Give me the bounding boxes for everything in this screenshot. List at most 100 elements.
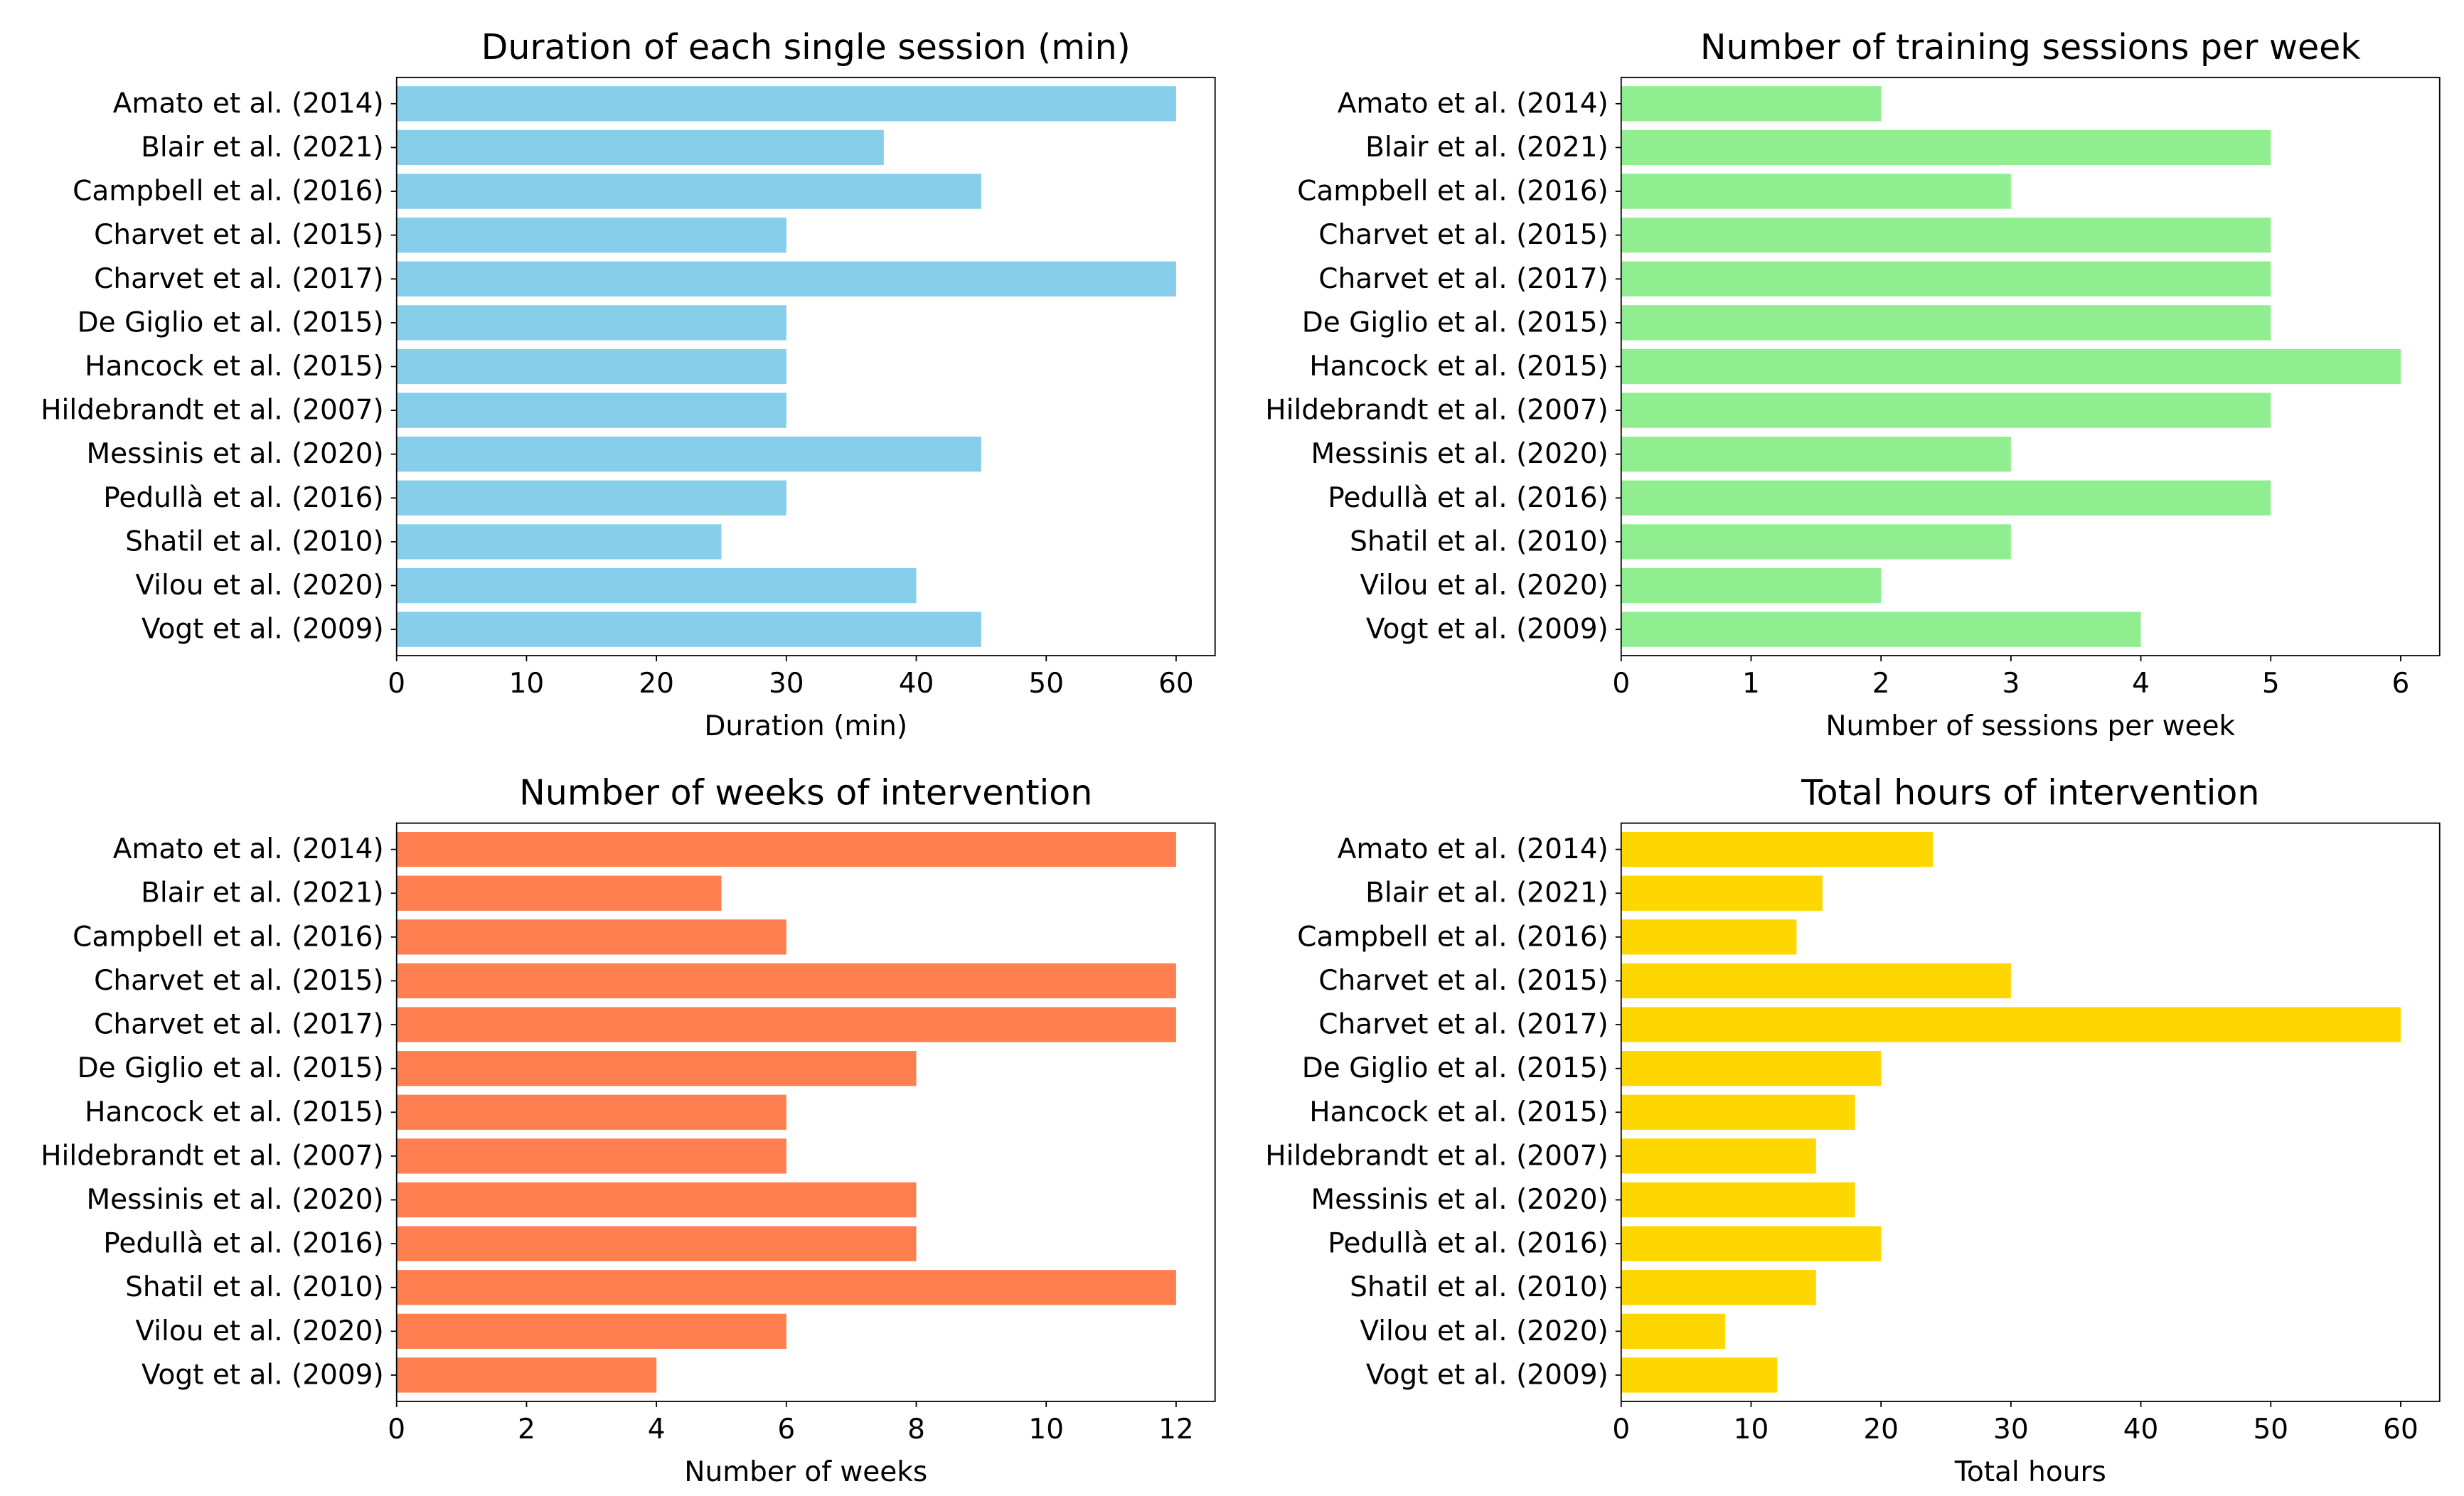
bar-amato-et-al-2014	[396, 831, 1176, 867]
y-tick-label: Vilou et al. (2020)	[1360, 570, 1608, 602]
bar-vogt-et-al-2009	[1621, 611, 2141, 647]
y-tick-label: Blair et al. (2021)	[1365, 132, 1609, 164]
y-tick-label: Messinis et al. (2020)	[86, 1184, 383, 1216]
y-tick-label: Hildebrandt et al. (2007)	[41, 1140, 384, 1172]
y-tick-label: Charvet et al. (2015)	[1318, 219, 1609, 251]
y-tick-label: Charvet et al. (2015)	[94, 965, 384, 997]
y-tick-label: Vogt et al. (2009)	[1366, 614, 1609, 646]
bar-de-giglio-et-al-2015	[396, 1051, 917, 1086]
x-tick-label: 6	[777, 1414, 795, 1446]
x-tick-label: 50	[2253, 1414, 2288, 1446]
x-tick-label: 2	[518, 1414, 535, 1446]
x-tick-label: 12	[1158, 1414, 1194, 1446]
chart-title: Number of weeks of intervention	[519, 773, 1092, 813]
bar-vilou-et-al-2020	[396, 1313, 786, 1349]
x-axis-label: Number of weeks	[684, 1456, 927, 1488]
y-tick-label: Shatil et al. (2010)	[125, 525, 384, 557]
bar-hancock-et-al-2015	[1621, 348, 2401, 385]
chart-title: Duration of each single session (min)	[481, 27, 1131, 68]
y-tick-label: Blair et al. (2021)	[141, 877, 384, 909]
y-tick-label: Pedullà et al. (2016)	[1328, 1228, 1608, 1260]
x-tick-label: 60	[1158, 668, 1194, 700]
bar-charvet-et-al-2017	[396, 261, 1176, 296]
bar-charvet-et-al-2017	[1621, 1007, 2401, 1042]
bar-hildebrandt-et-al-2007	[396, 1138, 786, 1174]
x-tick-label: 4	[648, 1414, 666, 1446]
y-tick-label: Shatil et al. (2010)	[1350, 1271, 1609, 1303]
x-tick-label: 1	[1742, 668, 1760, 700]
bar-blair-et-al-2021	[396, 875, 722, 911]
y-tick-label: Amato et al. (2014)	[1338, 87, 1609, 119]
bar-vogt-et-al-2009	[1621, 1357, 1778, 1393]
x-tick-label: 0	[1612, 1414, 1630, 1446]
x-tick-label: 2	[1872, 668, 1890, 700]
bar-amato-et-al-2014	[396, 86, 1176, 122]
bar-hancock-et-al-2015	[396, 1094, 786, 1130]
chart-title: Number of training sessions per week	[1700, 27, 2361, 68]
chart-panel-session-duration: Amato et al. (2014) Blair et al. (2021) Ca…	[41, 27, 1216, 742]
bar-messinis-et-al-2020	[1621, 1182, 1855, 1218]
bar-charvet-et-al-2017	[1621, 261, 2271, 296]
y-tick-label: Campbell et al. (2016)	[1297, 176, 1609, 208]
x-tick-label: 4	[2132, 668, 2150, 700]
x-tick-label: 10	[1734, 1414, 1769, 1446]
y-tick-label: Pedullà et al. (2016)	[103, 482, 383, 514]
bar-pedull-et-al-2016	[396, 480, 786, 515]
y-tick-label: Campbell et al. (2016)	[73, 176, 384, 208]
x-axis-label: Number of sessions per week	[1825, 710, 2235, 742]
y-tick-label: Hancock et al. (2015)	[85, 351, 384, 383]
y-tick-label: Campbell et al. (2016)	[73, 921, 384, 953]
y-tick-label: Hildebrandt et al. (2007)	[1265, 1140, 1609, 1172]
y-tick-label: Amato et al. (2014)	[1338, 833, 1609, 865]
y-tick-label: De Giglio et al. (2015)	[78, 306, 384, 338]
bar-charvet-et-al-2015	[396, 963, 1176, 999]
bar-de-giglio-et-al-2015	[1621, 1051, 1882, 1086]
bar-vogt-et-al-2009	[396, 1357, 657, 1393]
bar-de-giglio-et-al-2015	[396, 305, 786, 341]
bar-campbell-et-al-2016	[1621, 919, 1797, 955]
y-tick-label: Hildebrandt et al. (2007)	[1265, 395, 1609, 427]
y-tick-label: Blair et al. (2021)	[141, 132, 384, 164]
y-tick-label: Shatil et al. (2010)	[1350, 525, 1609, 557]
bar-vilou-et-al-2020	[1621, 567, 1882, 604]
bar-hancock-et-al-2015	[1621, 1094, 1855, 1130]
y-tick-label: Amato et al. (2014)	[113, 87, 384, 119]
bar-blair-et-al-2021	[1621, 129, 2271, 166]
bar-charvet-et-al-2015	[1621, 218, 2271, 253]
x-tick-label: 0	[388, 1414, 405, 1446]
x-tick-label: 8	[907, 1414, 925, 1446]
bar-campbell-et-al-2016	[396, 919, 786, 955]
bar-blair-et-al-2021	[1621, 875, 1823, 911]
y-tick-label: Shatil et al. (2010)	[125, 1271, 384, 1303]
bar-campbell-et-al-2016	[396, 173, 981, 209]
y-tick-label: De Giglio et al. (2015)	[78, 1052, 384, 1084]
bar-hildebrandt-et-al-2007	[1621, 392, 2271, 428]
bar-hildebrandt-et-al-2007	[396, 392, 786, 428]
bar-hancock-et-al-2015	[396, 348, 786, 385]
y-tick-label: Vilou et al. (2020)	[1360, 1315, 1608, 1347]
x-tick-label: 20	[639, 668, 674, 700]
x-axis-label: Total hours	[1954, 1456, 2106, 1488]
y-tick-label: De Giglio et al. (2015)	[1302, 1052, 1609, 1084]
y-tick-label: Charvet et al. (2017)	[1318, 1009, 1609, 1041]
y-tick-label: Hildebrandt et al. (2007)	[41, 395, 384, 427]
bar-messinis-et-al-2020	[396, 437, 981, 472]
bar-vogt-et-al-2009	[396, 611, 981, 647]
y-tick-label: Vogt et al. (2009)	[1366, 1359, 1609, 1391]
y-tick-label: Charvet et al. (2017)	[1318, 263, 1609, 295]
x-tick-label: 50	[1028, 668, 1064, 700]
y-tick-label: Hancock et al. (2015)	[1309, 351, 1609, 383]
x-tick-label: 30	[769, 668, 804, 700]
y-tick-label: Messinis et al. (2020)	[86, 438, 383, 470]
chart-panel-weeks-of-intervention: Amato et al. (2014) Blair et al. (2021) Ca…	[41, 773, 1216, 1488]
bar-messinis-et-al-2020	[396, 1182, 917, 1218]
bar-messinis-et-al-2020	[1621, 437, 2011, 472]
y-tick-label: Pedullà et al. (2016)	[103, 1228, 383, 1260]
bar-charvet-et-al-2017	[396, 1007, 1176, 1042]
bar-shatil-et-al-2010	[1621, 1270, 1816, 1305]
bar-pedull-et-al-2016	[1621, 1226, 1882, 1261]
chart-title: Total hours of intervention	[1801, 773, 2259, 813]
y-tick-label: Charvet et al. (2017)	[94, 263, 384, 295]
y-tick-label: De Giglio et al. (2015)	[1302, 306, 1609, 338]
